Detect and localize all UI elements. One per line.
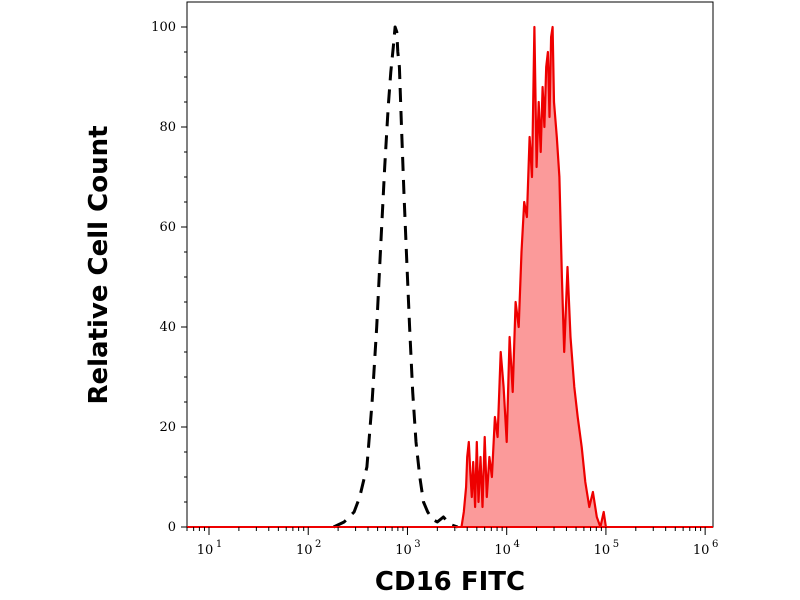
y-tick-label-20: 20 [159, 420, 176, 435]
x-tick-exponent-1e3: 3 [414, 539, 420, 550]
x-tick-exponent-1e1: 1 [216, 539, 222, 550]
x-tick-exponent-1e4: 4 [514, 539, 520, 550]
series-1-line [332, 25, 459, 529]
y-tick-label-60: 60 [159, 220, 176, 235]
y-axis-title: Relative Cell Count [84, 125, 114, 404]
x-tick-exponent-1e2: 2 [315, 539, 321, 550]
y-tick-label-40: 40 [159, 320, 176, 335]
x-tick-label-1e1: 10 [197, 543, 214, 558]
x-tick-label-1e6: 10 [693, 543, 710, 558]
x-tick-exponent-1e5: 5 [613, 539, 619, 550]
plot-border [186, 1, 714, 528]
y-tick-label-80: 80 [159, 120, 176, 135]
x-tick-label-1e5: 10 [594, 543, 611, 558]
x-tick-label-1e2: 10 [296, 543, 313, 558]
x-tick-label-1e4: 10 [494, 543, 511, 558]
x-tick-label-1e3: 10 [395, 543, 412, 558]
x-axis-title: CD16 FITC [375, 567, 525, 597]
series-2-fill [461, 27, 606, 527]
x-tick-exponent-1e6: 6 [712, 539, 718, 550]
y-tick-label-100: 100 [151, 20, 176, 35]
series-2-line [460, 25, 607, 529]
plot-frame [186, 1, 714, 528]
series-layer [187, 25, 713, 529]
y-tick-label-0: 0 [168, 520, 176, 535]
